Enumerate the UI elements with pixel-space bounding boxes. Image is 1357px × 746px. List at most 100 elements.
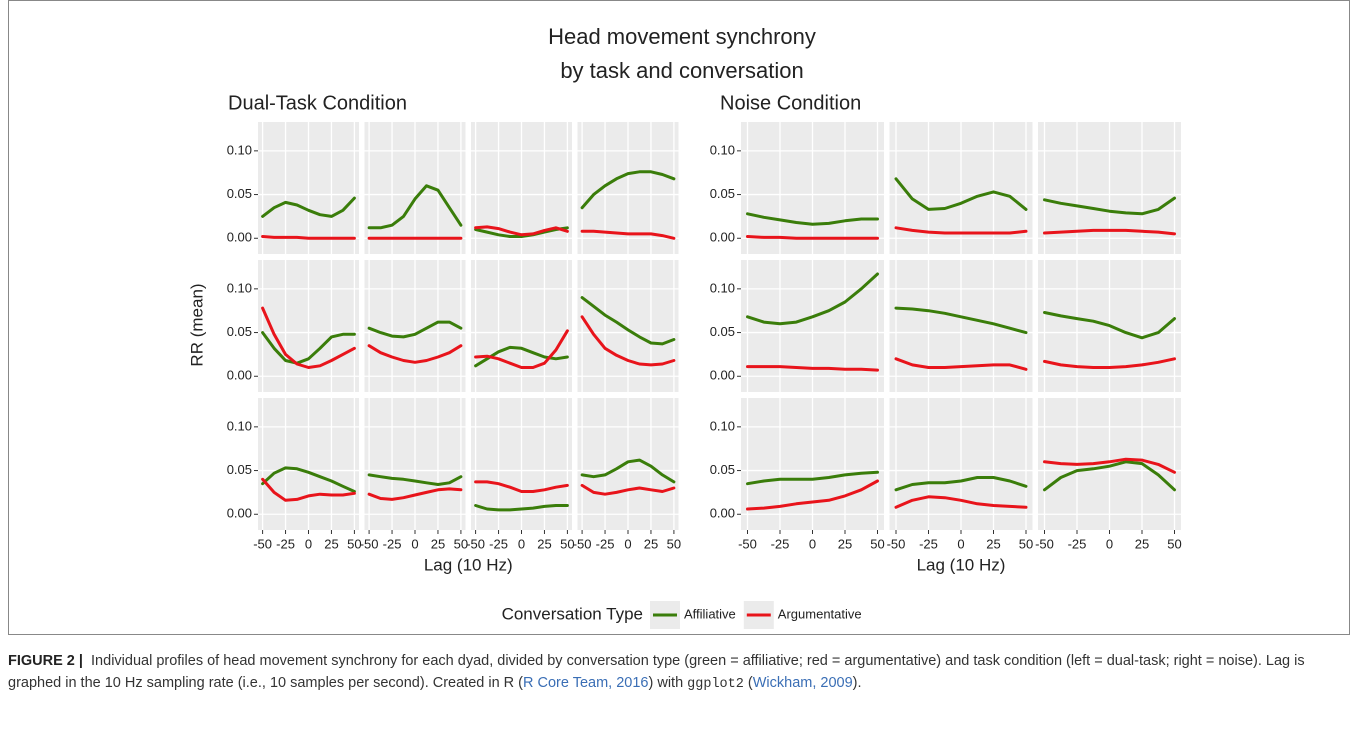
series-line (367, 184, 463, 230)
series-line (580, 170, 676, 210)
x-tick-label: 0 (305, 536, 312, 551)
x-tick-label: 0 (809, 536, 816, 551)
x-axis-label: Lag (10 Hz) (917, 555, 1006, 574)
series-line (1043, 311, 1176, 340)
x-tick-label: -50 (1035, 536, 1054, 551)
x-tick-label: 50 (667, 536, 681, 551)
legend-label: Affiliative (684, 606, 736, 621)
x-tick-label: 0 (1106, 536, 1113, 551)
chart-title: Head movement synchrony (548, 24, 816, 49)
series-line (1043, 196, 1176, 216)
series-line (746, 470, 879, 486)
x-tick-label: -25 (771, 536, 790, 551)
caption: FIGURE 2 | Individual profiles of head m… (8, 650, 1343, 696)
y-tick-label: 0.00 (227, 368, 252, 383)
series-line (367, 344, 463, 364)
series-line (367, 320, 463, 339)
y-tick-label: 0.10 (227, 418, 252, 433)
series-line (367, 473, 463, 486)
figure-frame (8, 0, 1350, 635)
y-tick-label: 0.05 (227, 324, 252, 339)
x-tick-label: 25 (537, 536, 551, 551)
caption-link[interactable]: R Core Team, 2016 (523, 675, 649, 691)
series-line (1043, 457, 1176, 474)
series-line (1043, 228, 1176, 236)
x-tick-label: 25 (986, 536, 1000, 551)
y-tick-label: 0.10 (710, 280, 735, 295)
x-tick-label: -25 (489, 536, 508, 551)
y-tick-label: 0.05 (710, 186, 735, 201)
x-tick-label: 0 (957, 536, 964, 551)
caption-code: ggplot2 (687, 677, 744, 692)
legend-title: Conversation Type (502, 604, 643, 623)
series-line (261, 466, 356, 493)
series-line (474, 226, 569, 238)
chart-subtitle: by task and conversation (560, 58, 803, 83)
y-tick-label: 0.10 (227, 142, 252, 157)
series-line (474, 504, 569, 512)
series-line (894, 177, 1028, 211)
series-line (894, 476, 1028, 492)
series-line (580, 229, 676, 240)
x-tick-label: -25 (276, 536, 295, 551)
series-line (894, 357, 1028, 371)
series-line (894, 495, 1028, 509)
caption-text: ( (743, 675, 753, 691)
x-axis-label: Lag (10 Hz) (424, 555, 513, 574)
x-tick-label: -50 (360, 536, 379, 551)
x-tick-label: 25 (431, 536, 445, 551)
x-tick-label: 50 (870, 536, 884, 551)
series-line (474, 329, 569, 369)
x-tick-label: 50 (1167, 536, 1181, 551)
x-tick-label: 50 (454, 536, 468, 551)
x-tick-label: -25 (596, 536, 615, 551)
series-line (746, 212, 879, 226)
y-tick-label: 0.10 (227, 280, 252, 295)
series-line (1043, 460, 1176, 492)
series-line (894, 306, 1028, 335)
x-tick-label: 0 (624, 536, 631, 551)
x-tick-label: 25 (838, 536, 852, 551)
series-line (261, 306, 356, 369)
caption-text: ). (852, 675, 862, 691)
x-tick-label: 50 (347, 536, 361, 551)
series-line (474, 480, 569, 493)
y-tick-label: 0.05 (227, 186, 252, 201)
series-line (1043, 357, 1176, 369)
x-tick-label: 50 (560, 536, 574, 551)
series-line (261, 331, 356, 365)
y-tick-label: 0.00 (710, 506, 735, 521)
caption-label: FIGURE 2 | (8, 653, 83, 669)
x-tick-label: 0 (411, 536, 418, 551)
series-line (261, 477, 356, 502)
group-title: Dual-Task Condition (228, 92, 407, 114)
x-tick-label: 0 (518, 536, 525, 551)
chart: Head movement synchrony by task and conv… (8, 0, 1350, 635)
caption-text: ) with (648, 675, 688, 691)
caption-text: Individual profiles of head movement syn… (8, 653, 1305, 691)
series-line (746, 365, 879, 372)
x-tick-label: 25 (1135, 536, 1149, 551)
x-tick-label: 50 (1019, 536, 1033, 551)
x-tick-label: 25 (644, 536, 658, 551)
x-tick-label: -50 (738, 536, 757, 551)
x-tick-label: 25 (324, 536, 338, 551)
y-tick-label: 0.00 (710, 368, 735, 383)
series-line (580, 315, 676, 367)
x-tick-label: -50 (466, 536, 485, 551)
series-line (580, 483, 676, 496)
caption-link[interactable]: Wickham, 2009 (752, 675, 853, 691)
group-title: Noise Condition (720, 92, 861, 114)
series-line (367, 487, 463, 501)
series-line (746, 479, 879, 511)
x-tick-label: -50 (253, 536, 272, 551)
y-tick-label: 0.10 (710, 418, 735, 433)
x-tick-label: -25 (1068, 536, 1087, 551)
legend-label: Argumentative (778, 606, 862, 621)
series-line (474, 225, 569, 237)
series-line (261, 196, 356, 218)
y-tick-label: 0.00 (227, 506, 252, 521)
series-line (580, 296, 676, 346)
y-tick-label: 0.05 (227, 462, 252, 477)
